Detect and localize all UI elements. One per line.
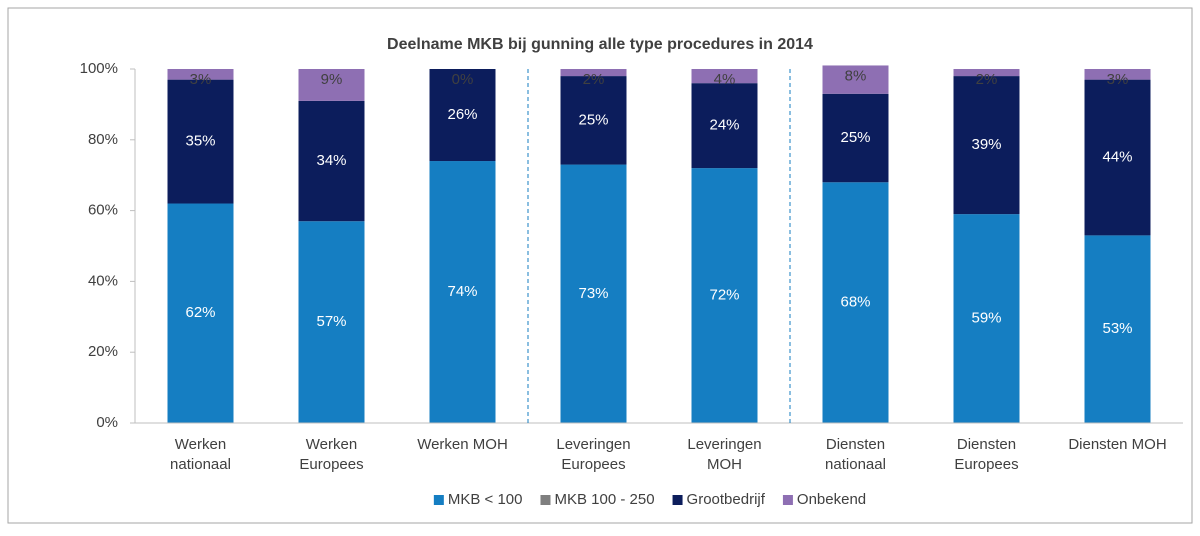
data-label: 73% — [578, 285, 608, 302]
bar-segment — [1084, 235, 1151, 423]
data-label: 4% — [714, 71, 736, 88]
bar-segment — [1084, 79, 1151, 236]
chart-title: Deelname MKB bij gunning alle type proce… — [387, 36, 813, 53]
data-label: 8% — [845, 67, 867, 84]
bar-segment — [691, 83, 758, 169]
bar-segment — [822, 65, 889, 94]
x-tick-label: Leveringen Europees — [556, 436, 630, 473]
bar-segment — [429, 69, 496, 162]
data-label: 68% — [840, 294, 870, 311]
bar-segment — [953, 76, 1020, 215]
data-label: 53% — [1102, 320, 1132, 337]
data-label: 9% — [321, 71, 343, 88]
data-label: 26% — [447, 106, 477, 123]
bar-segment — [953, 69, 1020, 77]
data-label: 3% — [1107, 71, 1129, 88]
y-tick-label: 100% — [80, 60, 118, 77]
x-tick-label: Diensten Europees — [954, 436, 1018, 473]
bar-segment — [167, 203, 234, 423]
bar-segment — [691, 168, 758, 423]
bar-segment — [298, 221, 365, 423]
data-label: 44% — [1102, 148, 1132, 165]
data-label: 2% — [583, 71, 605, 88]
x-tick-label: Diensten nationaal — [825, 436, 886, 473]
legend-label: MKB < 100 — [448, 491, 523, 508]
bar-segment — [167, 79, 234, 204]
bar-segment — [560, 76, 627, 165]
y-tick-label: 40% — [88, 272, 118, 289]
data-label: 25% — [840, 129, 870, 146]
x-tick-label: Diensten MOH — [1068, 436, 1166, 453]
bar-segment — [1084, 69, 1151, 80]
legend-swatch — [672, 495, 683, 505]
bar-segment — [429, 161, 496, 424]
data-label: 57% — [316, 313, 346, 330]
y-tick-label: 0% — [96, 414, 118, 431]
data-label: 3% — [190, 71, 212, 88]
data-label: 34% — [316, 152, 346, 169]
bar-segment — [691, 69, 758, 84]
legend-label: MKB 100 - 250 — [554, 491, 654, 508]
data-label: 2% — [976, 71, 998, 88]
legend-swatch — [433, 495, 444, 505]
data-label: 35% — [185, 133, 215, 150]
legend-label: Grootbedrijf — [687, 491, 766, 508]
legend-swatch — [782, 495, 793, 505]
data-label: 0% — [452, 71, 474, 88]
x-tick-label: Werken nationaal — [170, 436, 231, 473]
x-tick-label: Leveringen MOH — [687, 436, 761, 473]
x-tick-label: Werken MOH — [417, 436, 508, 453]
bar-segment — [560, 69, 627, 77]
data-label: 39% — [971, 136, 1001, 153]
legend-label: Onbekend — [797, 491, 866, 508]
bar-segment — [298, 69, 365, 101]
data-label: 59% — [971, 310, 1001, 327]
data-label: 24% — [709, 117, 739, 134]
y-tick-label: 60% — [88, 202, 118, 219]
data-label: 74% — [447, 283, 477, 300]
bar-segment — [298, 100, 365, 222]
bar-segment — [953, 214, 1020, 423]
bar-segment — [560, 164, 627, 423]
data-label: 72% — [709, 287, 739, 304]
bar-segment — [822, 182, 889, 423]
data-label: 25% — [578, 111, 608, 128]
y-tick-label: 80% — [88, 131, 118, 148]
bar-segment — [822, 93, 889, 183]
y-tick-label: 20% — [88, 343, 118, 360]
legend-swatch — [540, 495, 551, 505]
bar-segment — [167, 69, 234, 80]
x-tick-label: Werken Europees — [299, 436, 363, 473]
data-label: 62% — [185, 304, 215, 321]
